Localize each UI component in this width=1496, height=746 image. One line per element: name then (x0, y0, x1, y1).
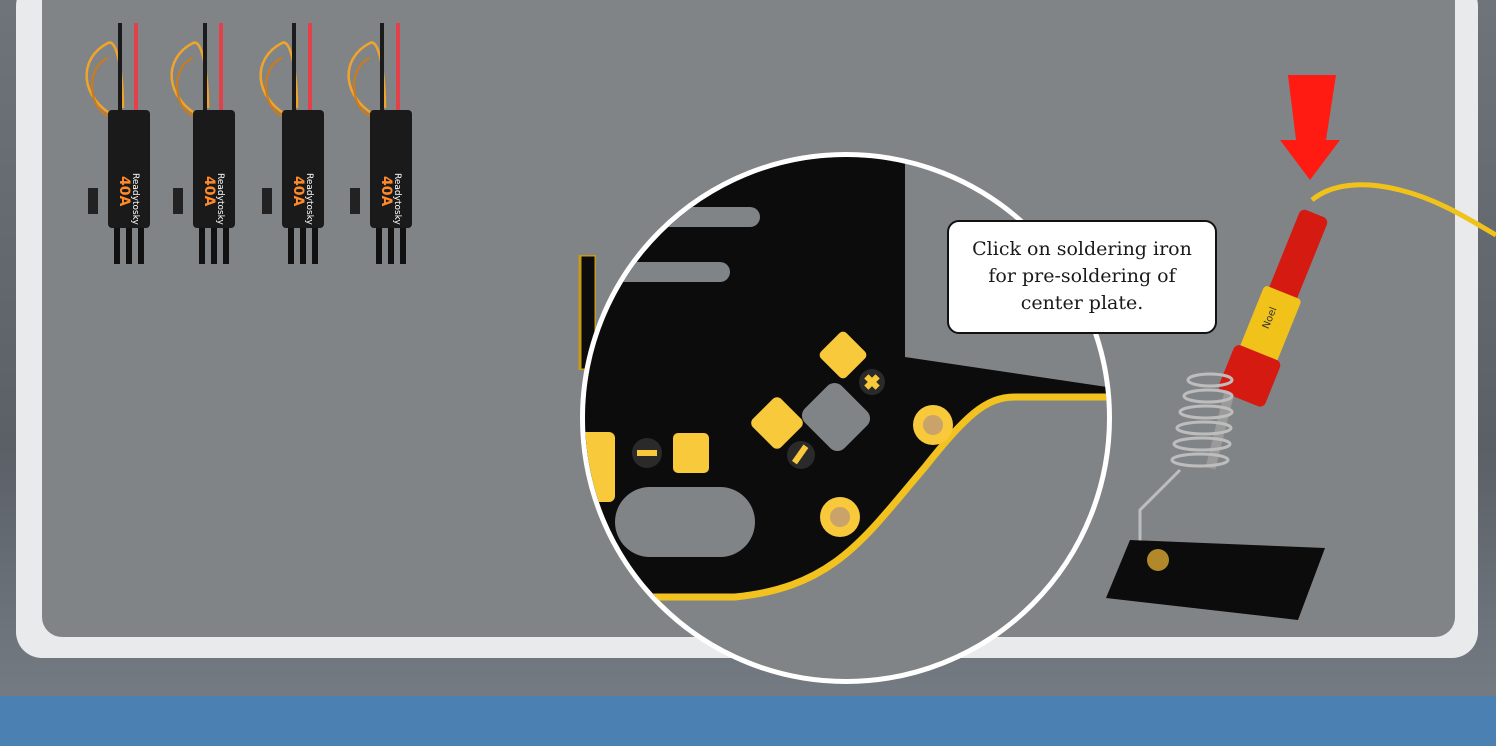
esc-brand: Readytosky (392, 173, 402, 226)
esc-rating: 40A (378, 176, 394, 206)
minus-icon (637, 450, 657, 456)
esc-rating: 40A (290, 176, 306, 206)
esc-module-4[interactable]: Readytosky 40A (340, 18, 420, 268)
esc-rating: 40A (116, 176, 132, 206)
tooltip-line-1: Click on soldering iron (972, 238, 1192, 260)
soldering-iron[interactable]: Noel (1100, 60, 1496, 630)
esc-brand: Readytosky (304, 173, 314, 226)
esc-module-1[interactable]: Readytosky 40A (78, 18, 158, 268)
esc-module-2[interactable]: Readytosky 40A (163, 18, 243, 268)
esc-brand: Readytosky (215, 173, 225, 226)
esc-module-3[interactable]: Readytosky 40A (252, 18, 332, 268)
down-arrow-icon (1280, 75, 1340, 180)
tooltip-line-3: center plate. (1020, 292, 1144, 314)
bottom-toolbar (0, 696, 1496, 746)
esc-brand: Readytosky (130, 173, 140, 226)
plus-icon (864, 374, 880, 390)
esc-rating: 40A (201, 176, 217, 206)
tooltip-line-2: for pre-soldering of (988, 265, 1176, 287)
instruction-tooltip: Click on soldering iron for pre-solderin… (947, 220, 1217, 334)
